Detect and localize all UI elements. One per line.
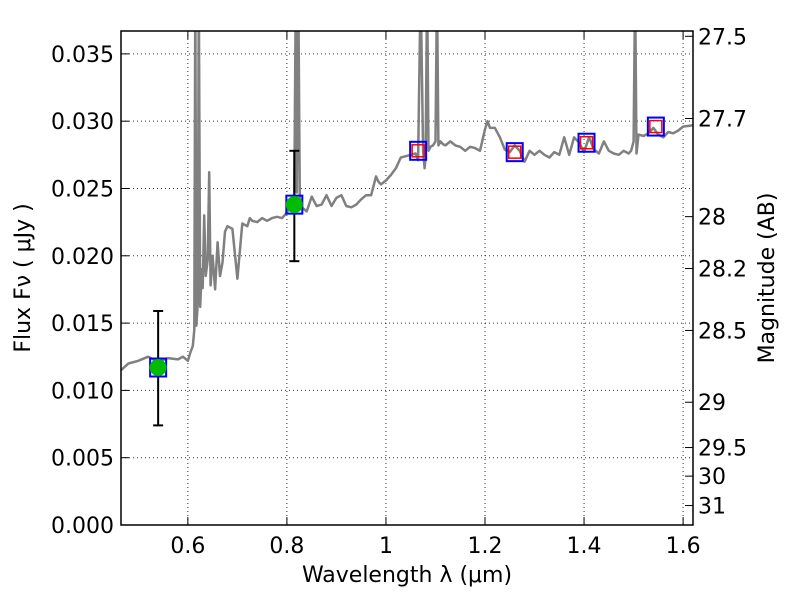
photometry-point [409,140,428,161]
observed-flux-box [505,142,524,163]
photometry-point [577,132,596,153]
y-tick-label: 0.015 [51,312,114,337]
spectrum-layer [121,31,693,372]
grid-lines [121,31,693,526]
y2-tick-label: 29 [698,391,726,416]
y2-axis-label: Magnitude (AB) [755,193,780,364]
observed-flux-box [646,116,665,137]
y2-tick-label: 27.7 [698,107,747,132]
y2-tick-label: 28 [698,206,726,231]
plot-frame [120,30,694,526]
y2-tick-label: 29.5 [698,437,747,462]
x-tick-label: 1.6 [666,534,701,559]
y-tick-label: 0.000 [51,514,114,539]
detection-marker [149,359,167,377]
observed-flux-box [409,140,428,161]
detection-marker [285,196,303,214]
photometry-point [149,309,168,427]
photometry-point [646,116,665,137]
y2-tick-label: 27.5 [698,25,747,50]
x-tick-label: 1 [379,534,393,559]
y-axis: 0.000 0.005 0.010 0.015 0.020 0.025 0.030 0.035 [51,43,129,539]
y2-tick-label: 30 [698,465,726,490]
observed-flux-box [577,132,596,153]
y-tick-label: 0.035 [51,43,114,68]
y2-tick-label: 28.2 [698,258,747,283]
model-band-marker [507,145,522,159]
x-tick-label: 0.8 [269,534,304,559]
photometry-point [285,149,304,263]
photometry-point [505,142,524,163]
x-tick-label: 0.6 [170,534,205,559]
model-spectrum-line [121,31,693,372]
y-axis-label: Flux Fν ( μJy ) [11,203,36,352]
x-axis: 0.6 0.8 1 1.2 1.4 1.6 [170,31,701,559]
y-tick-label: 0.030 [51,110,114,135]
photometry-layer [149,116,665,427]
x-tick-label: 1.4 [567,534,602,559]
y-tick-label: 0.025 [51,177,114,202]
y-tick-label: 0.010 [51,379,114,404]
y-tick-label: 0.020 [51,245,114,270]
model-band-marker [649,119,663,134]
y2-axis: 27.5 27.7 28 28.2 28.5 29 29.5 30 31 [685,25,747,520]
y2-tick-label: 31 [698,495,726,520]
x-axis-label: Wavelength λ (μm) [302,563,512,588]
model-band-marker [411,144,425,158]
y-tick-label: 0.005 [51,447,114,472]
x-tick-label: 1.2 [468,534,503,559]
model-band-marker [579,135,594,150]
y2-tick-label: 28.5 [698,319,747,344]
